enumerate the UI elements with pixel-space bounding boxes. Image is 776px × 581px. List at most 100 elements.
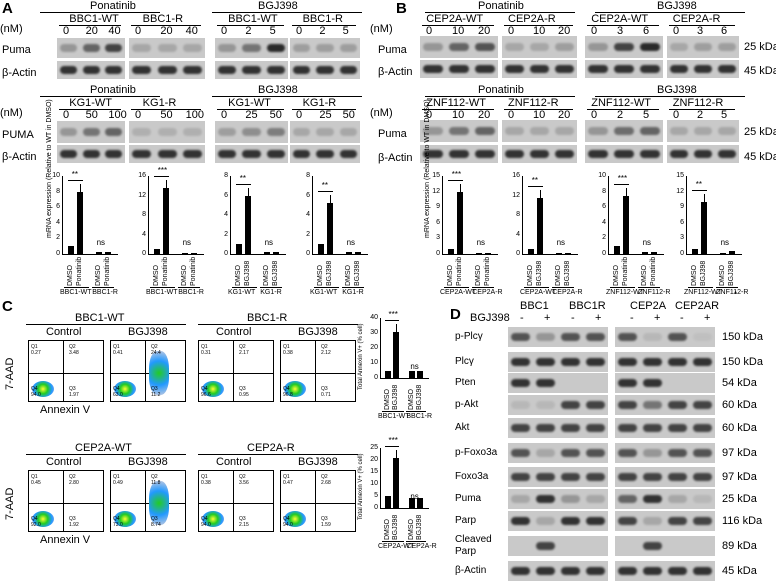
quadrant-value: Q4 xyxy=(31,386,38,392)
blot-band xyxy=(423,65,443,73)
tick-label: 0 xyxy=(516,250,520,257)
cell-population xyxy=(149,481,169,525)
tick-label: 15 xyxy=(370,468,378,475)
group-underline xyxy=(688,287,713,288)
blot-band xyxy=(475,150,495,158)
blot-band xyxy=(536,401,555,409)
blot-band xyxy=(618,567,637,575)
quadrant-value: 73.0 xyxy=(113,522,123,528)
dose-label: 20 xyxy=(85,25,98,37)
blot-band xyxy=(618,473,637,481)
quadrant-value: Q3 xyxy=(151,516,158,522)
blot-label-puma: Puma xyxy=(378,128,407,140)
blot-band xyxy=(670,127,688,135)
condition-label: BGJ398 xyxy=(128,456,168,468)
quadrant-value: 96.8 xyxy=(283,392,293,398)
blot-band xyxy=(218,44,237,52)
blot-band xyxy=(693,473,712,481)
tick-label: 0 xyxy=(224,250,228,257)
drug-header: BGJ398 xyxy=(657,0,697,12)
actin-blot xyxy=(667,60,739,78)
blot-row-label: Puma xyxy=(455,493,482,504)
blot-band xyxy=(555,43,574,51)
x-tick-label: DMSO xyxy=(153,265,161,286)
quadrant-value: Q1 xyxy=(283,344,290,350)
blot-band xyxy=(693,401,712,409)
blot-band xyxy=(618,333,637,341)
dose-label: 5 xyxy=(643,109,650,121)
quadrant-value: 94.0 xyxy=(283,522,293,528)
quadrant-line xyxy=(145,471,146,531)
group-label: ZNF112-R xyxy=(716,289,749,296)
blot-band xyxy=(182,128,202,136)
puma-blot xyxy=(420,120,498,142)
tick-label: 15 xyxy=(432,172,440,179)
blot-band xyxy=(618,495,637,503)
drug-underline xyxy=(40,96,160,97)
blot-band xyxy=(668,424,687,432)
panel-label-b: B xyxy=(396,0,407,17)
treatment-sign: - xyxy=(571,312,575,324)
bar-mark xyxy=(104,252,111,254)
dose-label: 10 xyxy=(533,109,546,121)
dose-label: 0 xyxy=(296,25,303,37)
tick-label: 0 xyxy=(56,250,60,257)
tick-label: 5 xyxy=(374,492,378,499)
blot-band xyxy=(643,495,662,503)
blot-band xyxy=(339,44,358,52)
blot-band xyxy=(475,127,495,135)
dose-label: 3 xyxy=(697,25,704,37)
blot-band xyxy=(82,66,100,74)
panel-label-c: C xyxy=(2,298,13,315)
blot-band xyxy=(511,495,530,503)
blot-strip-left xyxy=(508,373,608,393)
blot-band xyxy=(536,473,555,481)
drug-header: Ponatinib xyxy=(478,0,524,12)
quadrant-line xyxy=(29,503,103,504)
quadrant-value: Q4 xyxy=(283,516,290,522)
treatment-label: BGJ398 xyxy=(470,312,510,324)
tick-label: 4 xyxy=(602,218,606,226)
blot-band xyxy=(511,567,530,575)
group-underline xyxy=(150,287,175,288)
quadrant-value: 3.48 xyxy=(69,350,79,356)
bar-mark xyxy=(484,252,491,254)
blot-band xyxy=(449,150,469,158)
puma-blot xyxy=(57,38,125,58)
blot-band xyxy=(618,358,637,366)
drug-underline xyxy=(595,12,745,13)
quadrant-value: Q1 xyxy=(113,474,120,480)
x-tick-label: BGJ398 xyxy=(392,384,400,410)
quadrant-value: 0.41 xyxy=(113,350,123,356)
blot-band xyxy=(536,495,555,503)
blot-band xyxy=(614,43,634,51)
blot-band xyxy=(693,333,712,341)
blot-band xyxy=(449,43,469,51)
blot-band xyxy=(643,379,662,387)
quadrant-value: 24.4 xyxy=(151,350,161,356)
tick-label: 0 xyxy=(680,250,684,257)
blot-band xyxy=(339,66,358,74)
blot-band xyxy=(59,150,77,158)
bar-mark xyxy=(537,197,544,254)
puma-blot xyxy=(420,36,498,58)
blot-band xyxy=(670,150,688,158)
blot-band xyxy=(105,128,123,136)
actin-blot xyxy=(667,145,739,163)
puma-blot xyxy=(215,38,288,58)
tick-label: 0 xyxy=(142,250,146,257)
ns-label: ns xyxy=(182,238,192,247)
group-underline xyxy=(524,287,549,288)
tick-label: 10 xyxy=(370,480,378,487)
cell-line-underline xyxy=(669,25,735,26)
group-label: CEP2AR xyxy=(675,300,720,312)
quadrant-value: Q1 xyxy=(113,344,120,350)
bar-mark xyxy=(475,252,482,254)
blot-band xyxy=(157,66,177,74)
blot-band xyxy=(157,44,177,52)
blot-label-actin: β-Actin xyxy=(2,151,37,163)
blot-band xyxy=(316,44,334,52)
sig-bracket xyxy=(236,183,252,185)
treatment-sign: + xyxy=(595,312,602,324)
dose-label: 50 xyxy=(160,109,173,121)
